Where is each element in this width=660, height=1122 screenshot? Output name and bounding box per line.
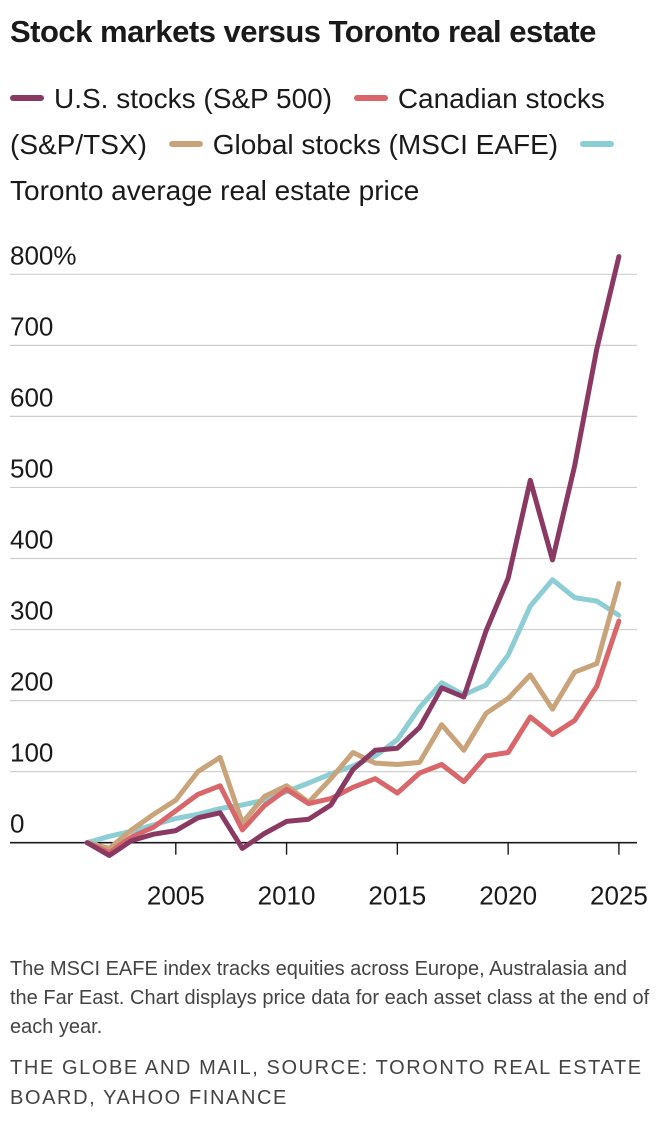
x-axis: 2005 2010 2015 2020 2025 — [147, 842, 648, 911]
y-tick-label: 700 — [10, 311, 53, 341]
y-tick-label: 800% — [10, 240, 77, 270]
y-tick-label: 500 — [10, 453, 53, 483]
series-line-3 — [84, 577, 622, 846]
legend-label-0: U.S. stocks (S&P 500) — [54, 83, 333, 114]
legend-item-3: Toronto average real estate price — [10, 129, 624, 206]
x-tick-label: 2015 — [368, 881, 426, 911]
gridlines — [10, 273, 637, 844]
legend-item-1: Canadian stocks (S&P/TSX) — [10, 83, 605, 160]
x-tick-label: 2025 — [590, 881, 648, 911]
series-line-0 — [84, 254, 622, 858]
legend-swatch-2 — [168, 140, 203, 147]
legend-item-2: Global stocks (MSCI EAFE) — [168, 129, 559, 160]
y-tick-label: 600 — [10, 382, 53, 412]
legend-label-1: Canadian stocks (S&P/TSX) — [10, 83, 605, 160]
y-axis: 0 100 200 300 400 500 600 700 800% — [10, 240, 77, 838]
legend-item-0: U.S. stocks (S&P 500) — [10, 83, 332, 114]
legend-label-3: Toronto average real estate price — [10, 175, 420, 206]
series-line-1 — [84, 618, 622, 856]
y-tick-label: 400 — [10, 525, 53, 555]
legend-swatch-0 — [10, 94, 44, 101]
x-tick-label: 2005 — [147, 881, 205, 911]
chart-legend: U.S. stocks (S&P 500) Canadian stocks (S… — [10, 76, 650, 214]
legend-label-2: Global stocks (MSCI EAFE) — [212, 129, 559, 160]
x-tick-label: 2010 — [258, 881, 316, 911]
y-tick-label: 300 — [10, 596, 53, 626]
y-tick-label: 200 — [10, 667, 53, 697]
legend-swatch-3 — [579, 140, 614, 147]
chart-source: THE GLOBE AND MAIL, SOURCE: TORONTO REAL… — [10, 1057, 643, 1109]
x-tick-label: 2020 — [479, 881, 537, 911]
legend-swatch-1 — [353, 94, 388, 101]
series-line-2 — [84, 580, 622, 851]
y-tick-label: 0 — [10, 809, 24, 839]
chart-note: The MSCI EAFE index tracks equities acro… — [10, 958, 650, 1038]
series-lines — [84, 254, 622, 858]
chart-title: Stock markets versus Toronto real estate — [10, 14, 596, 49]
y-tick-label: 100 — [10, 738, 53, 768]
